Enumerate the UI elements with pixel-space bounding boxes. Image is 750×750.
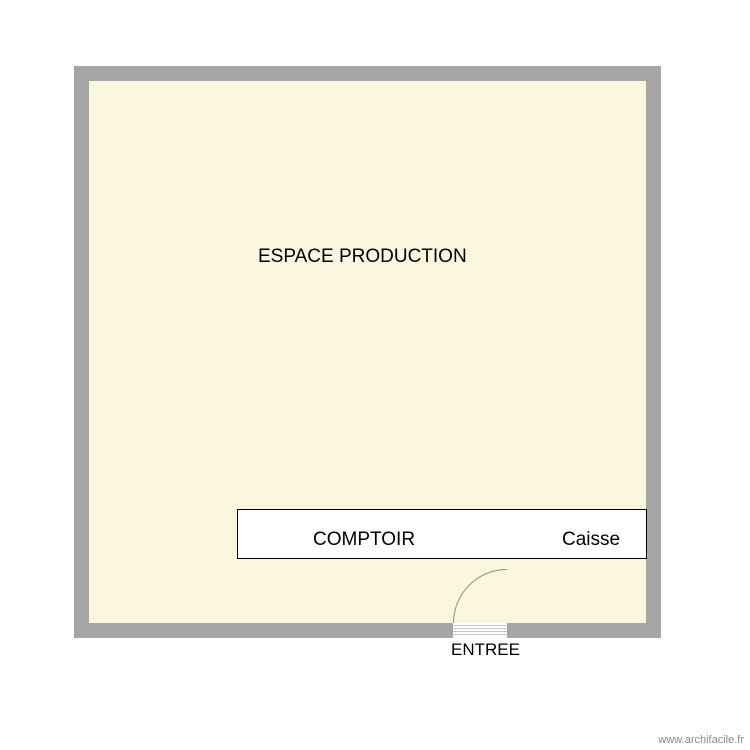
door-threshold-hatch (453, 624, 507, 635)
label-comptoir: COMPTOIR (313, 529, 415, 551)
door-hatch-line (453, 625, 507, 626)
label-entree: ENTREE (451, 640, 520, 660)
door-hatch-line (453, 634, 507, 635)
door-hatch-line (453, 628, 507, 629)
floorplan-canvas: ESPACE PRODUCTION COMPTOIR Caisse ENTREE… (0, 0, 750, 750)
source-url: www.archifacile.fr (658, 734, 744, 746)
door-hatch-line (453, 631, 507, 632)
label-espace-production: ESPACE PRODUCTION (258, 246, 467, 268)
label-caisse: Caisse (562, 529, 620, 551)
